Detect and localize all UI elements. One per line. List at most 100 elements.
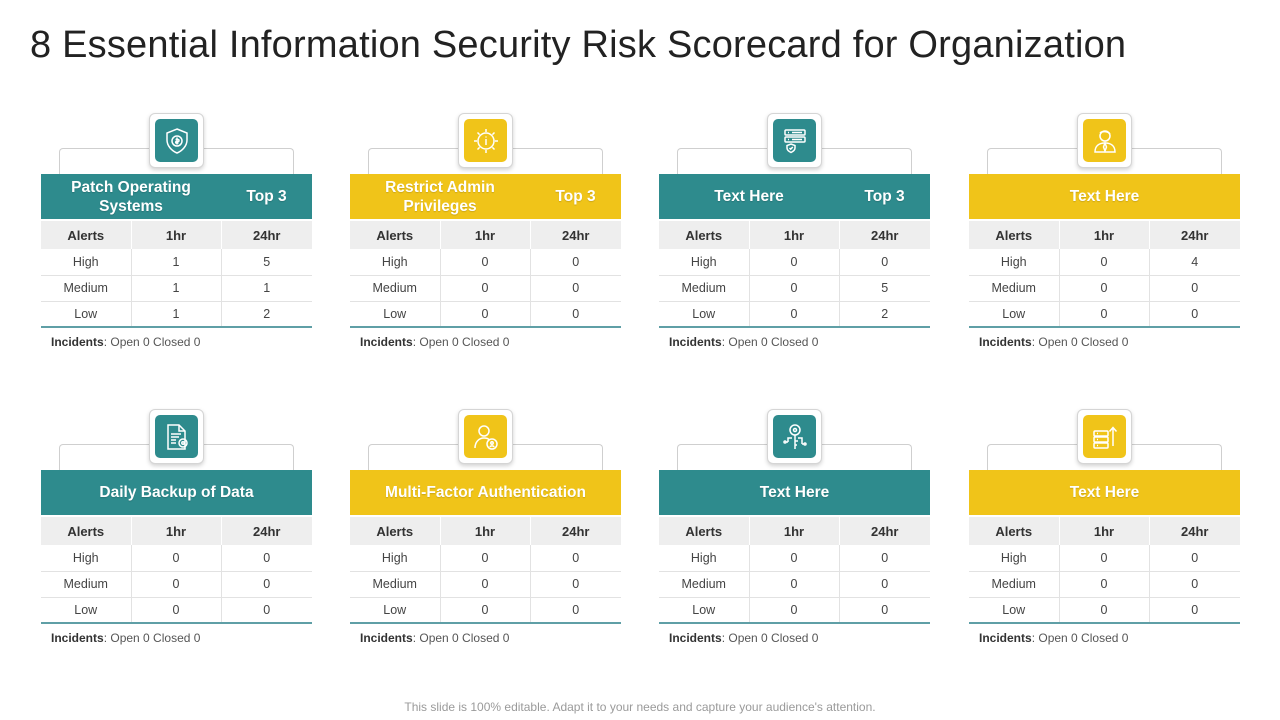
card-header: Text Here [659,470,930,515]
incidents-value: Open 0 Closed 0 [1038,335,1129,349]
incidents-value: Open 0 Closed 0 [110,631,201,645]
table-cell: 0 [1059,301,1150,328]
table-cell: Medium [969,275,1060,302]
column-header: 1hr [749,517,840,545]
table-row: Low 0 0 [41,597,312,624]
table-cell: 0 [839,571,930,598]
table-cell: 0 [749,275,840,302]
table-cell: High [41,249,132,276]
column-header: Alerts [41,221,132,249]
card-title: Text Here [1069,484,1140,501]
table-row: Medium 0 0 [350,571,621,598]
card-header: Text Here [969,470,1240,515]
table-cell: 5 [839,275,930,302]
card-icon-tile [458,113,513,168]
table-cell: 0 [749,571,840,598]
scorecard-card: Multi-Factor Authentication Alerts 1hr 24h… [350,409,621,659]
table-cell: 0 [839,545,930,572]
table-row: Medium 0 0 [659,571,930,598]
column-header: Alerts [350,517,441,545]
table-cell: High [969,249,1060,276]
column-header: 24hr [530,221,621,249]
table-row: Medium 0 0 [969,275,1240,302]
table-cell: 0 [440,275,531,302]
scorecard-card: Text Here Top 3 Alerts 1hr 24hr High 0 0 Med… [659,113,930,363]
table-row: Low 1 2 [41,301,312,328]
card-icon-tile [458,409,513,464]
incidents-label: Incidents [51,335,104,349]
card-badge: Top 3 [555,187,596,205]
table-cell: 0 [749,301,840,328]
table-row: Medium 0 0 [350,275,621,302]
table-row: Low 0 0 [969,301,1240,328]
table-cell: 0 [221,571,312,598]
table-cell: 0 [440,597,531,624]
table-cell: 0 [530,571,621,598]
scorecard-card: Restrict Admin Privileges Top 3 Alerts 1h… [350,113,621,363]
table-cell: High [969,545,1060,572]
card-icon-tile [149,113,204,168]
column-header: 24hr [530,517,621,545]
alerts-table: Alerts 1hr 24hr High 0 0 Medium 0 0 Low 0 0 [350,221,621,328]
alerts-table: Alerts 1hr 24hr High 0 4 Medium 0 0 Low 0 0 [969,221,1240,328]
table-row: High 0 0 [659,545,930,572]
page-title: 8 Essential Information Security Risk Sc… [30,24,1127,66]
table-cell: Low [41,597,132,624]
card-title: Text Here [759,484,830,501]
incidents-label: Incidents [51,631,104,645]
card-icon-tile [767,409,822,464]
table-cell: High [350,545,441,572]
table-cell: Medium [350,275,441,302]
table-cell: Low [969,301,1060,328]
table-row: Low 0 0 [969,597,1240,624]
card-icon-tile [149,409,204,464]
table-row: High 0 0 [350,545,621,572]
card-title: Text Here [1069,188,1140,205]
footer-note: This slide is 100% editable. Adapt it to… [404,700,876,714]
card-title: Patch Operating Systems [71,178,191,215]
card-header: Text Here [969,174,1240,219]
scorecard-card: Daily Backup of Data Alerts 1hr 24hr High 0… [41,409,312,659]
column-header: 24hr [221,221,312,249]
table-cell: 0 [1149,571,1240,598]
table-cell: 0 [749,545,840,572]
table-cell: Medium [350,571,441,598]
table-cell: Medium [969,571,1060,598]
table-cell: 2 [839,301,930,328]
alerts-table: Alerts 1hr 24hr High 0 0 Medium 0 0 Low 0 0 [969,517,1240,624]
card-badge: Top 3 [864,187,905,205]
table-cell: 0 [1059,597,1150,624]
card-title: Daily Backup of Data [99,484,254,501]
table-cell: 1 [131,275,222,302]
column-header: 1hr [440,517,531,545]
table-row: Low 0 0 [350,301,621,328]
incidents-label: Incidents [669,631,722,645]
card-icon-tile [1077,113,1132,168]
alerts-table: Alerts 1hr 24hr High 0 0 Medium 0 0 Low 0 0 [659,517,930,624]
table-row: Medium 0 0 [969,571,1240,598]
table-row: Medium 0 5 [659,275,930,302]
column-header: 24hr [221,517,312,545]
table-cell: 0 [530,301,621,328]
user-lock-icon [464,415,507,458]
table-cell: Low [969,597,1060,624]
shield-dollar-icon [155,119,198,162]
alerts-table: Alerts 1hr 24hr High 0 0 Medium 0 5 Low 0 2 [659,221,930,328]
table-row: Medium 1 1 [41,275,312,302]
table-cell: 0 [131,545,222,572]
table-row: High 0 0 [350,249,621,276]
table-cell: 0 [1059,545,1150,572]
incidents-summary: Incidents: Open 0 Closed 0 [360,631,510,645]
table-cell: Low [350,301,441,328]
table-cell: 0 [1059,571,1150,598]
table-cell: 0 [440,571,531,598]
column-header: Alerts [969,517,1060,545]
table-cell: 0 [1149,275,1240,302]
scorecard-card: Patch Operating Systems Top 3 Alerts 1hr 2… [41,113,312,363]
incidents-value: Open 0 Closed 0 [728,335,819,349]
card-title: Multi-Factor Authentication [385,484,586,501]
scorecard-card: Text Here Alerts 1hr 24hr High 0 4 Medium 0 0 … [969,113,1240,363]
table-cell: Low [350,597,441,624]
table-cell: High [41,545,132,572]
table-cell: 5 [221,249,312,276]
